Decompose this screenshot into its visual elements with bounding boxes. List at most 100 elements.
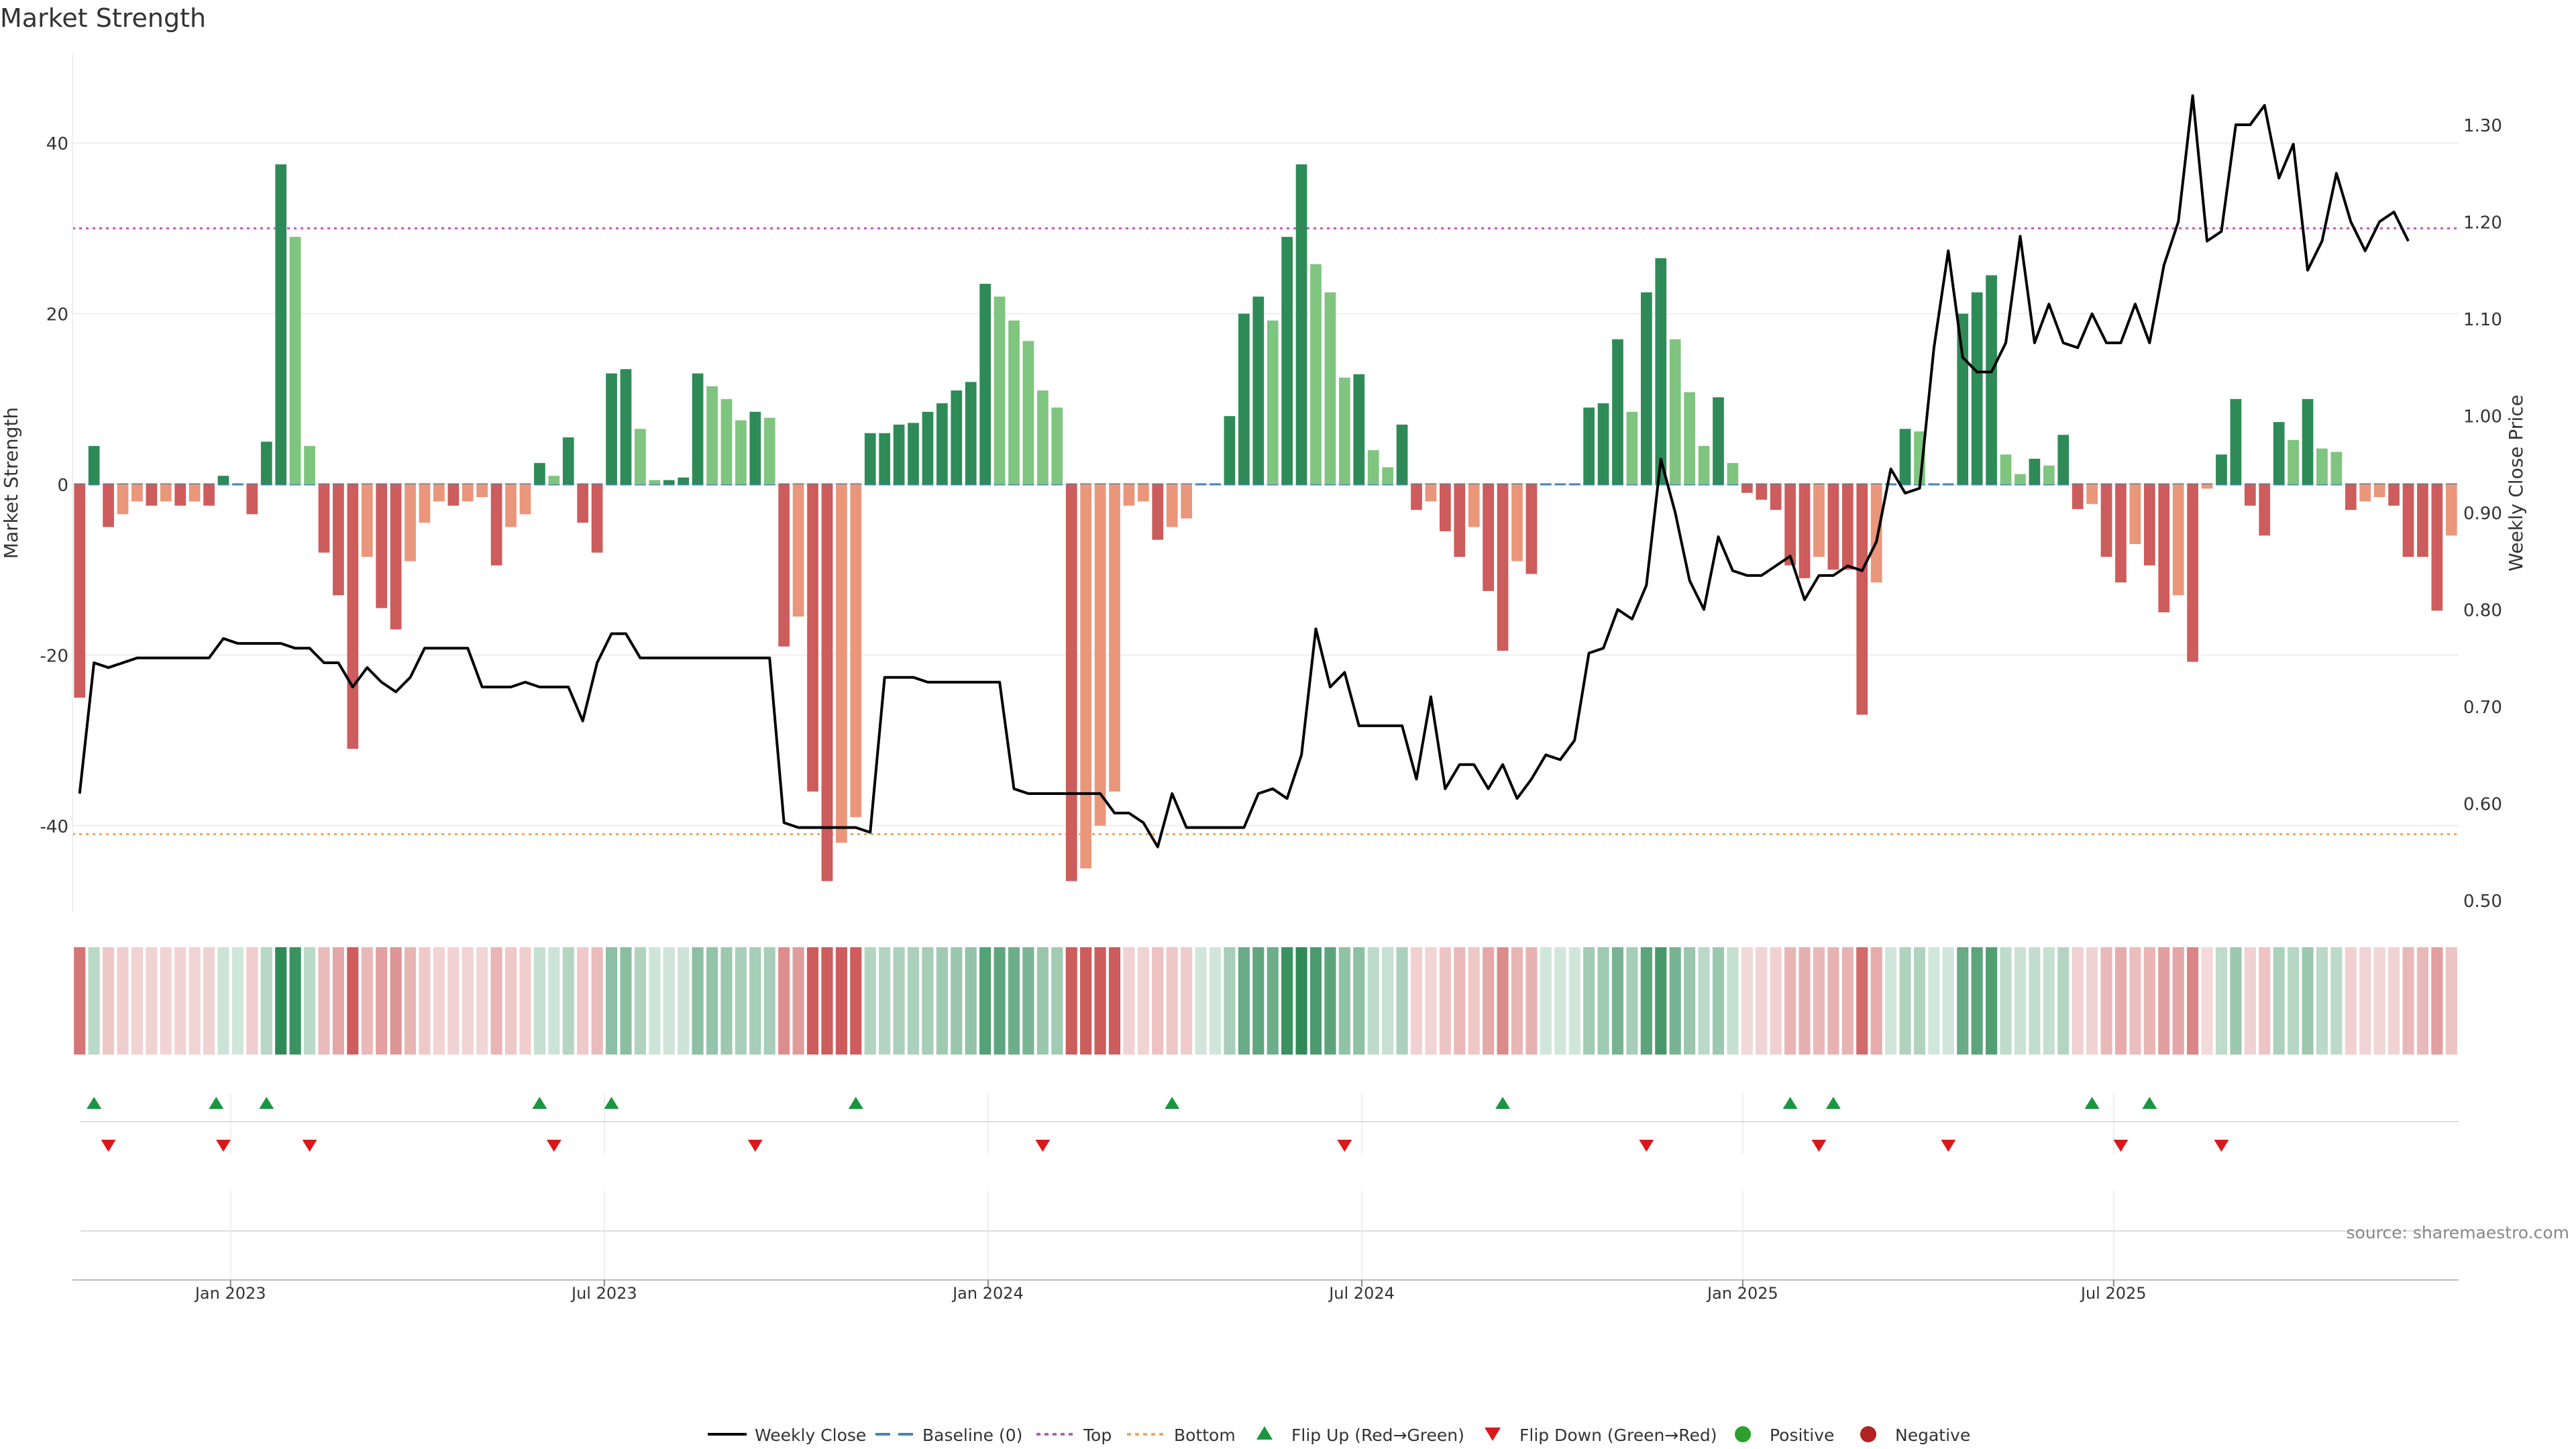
heat-cell xyxy=(2359,947,2371,1055)
heat-cell xyxy=(706,947,718,1055)
strength-bar xyxy=(2373,484,2385,498)
strength-bar xyxy=(2029,458,2041,484)
strength-bar xyxy=(1483,484,1494,591)
heat-cell xyxy=(2259,947,2271,1055)
strength-bar xyxy=(1367,450,1379,484)
strength-bar xyxy=(951,390,963,484)
heat-cell xyxy=(217,947,229,1055)
heat-cell xyxy=(88,947,100,1055)
heat-cell xyxy=(2230,947,2242,1055)
strength-bar xyxy=(1684,392,1695,484)
strength-bar xyxy=(1626,411,1638,484)
strength-bar xyxy=(419,484,431,523)
heat-cell xyxy=(634,947,646,1055)
strength-bar xyxy=(2244,484,2256,506)
heat-cell xyxy=(131,947,143,1055)
strength-bar xyxy=(994,297,1006,484)
strength-bar xyxy=(189,484,201,502)
strength-bar xyxy=(2316,448,2328,484)
strength-bar xyxy=(2259,484,2271,536)
heat-cell xyxy=(419,947,431,1055)
strength-bar xyxy=(1511,484,1523,561)
heat-cell xyxy=(1036,947,1049,1055)
strength-bar xyxy=(1267,320,1279,484)
heat-cell xyxy=(231,947,244,1055)
strength-bar xyxy=(1123,484,1135,506)
strength-bar xyxy=(2158,484,2170,612)
flip-up-marker xyxy=(532,1097,547,1109)
weekly-close-line xyxy=(78,94,2410,849)
heat-cell xyxy=(1784,947,1796,1055)
heat-cell xyxy=(189,947,201,1055)
heat-cell xyxy=(1756,947,1768,1055)
strength-bar xyxy=(1295,164,1307,484)
strength-bar xyxy=(347,484,359,749)
heat-cell xyxy=(2302,947,2314,1055)
legend-flip-up-icon xyxy=(1256,1426,1273,1440)
heat-cell xyxy=(1885,947,1897,1055)
reference-lines xyxy=(72,227,2459,836)
heat-cell xyxy=(2273,947,2285,1055)
strength-bar xyxy=(1727,463,1739,484)
heat-cell xyxy=(1957,947,1969,1055)
flip-up-marker xyxy=(259,1097,274,1109)
heat-cell xyxy=(2029,947,2041,1055)
heat-cell xyxy=(533,947,545,1055)
strength-bar xyxy=(2015,474,2026,484)
strength-bar xyxy=(275,164,287,484)
heat-cell xyxy=(620,947,632,1055)
strength-bar xyxy=(1799,484,1811,578)
strength-bar xyxy=(203,484,215,506)
heat-cell xyxy=(1986,947,1998,1055)
heat-cell xyxy=(1295,947,1307,1055)
flip-up-marker xyxy=(1165,1097,1180,1109)
strength-bar xyxy=(2187,484,2198,662)
heat-cell xyxy=(763,947,775,1055)
strength-heat-strip xyxy=(74,947,2457,1055)
heat-cell xyxy=(2000,947,2012,1055)
heat-cell xyxy=(1051,947,1063,1055)
strength-bar xyxy=(2402,484,2414,557)
heat-cell xyxy=(792,947,804,1055)
strength-bar xyxy=(836,484,847,843)
strength-bar xyxy=(490,484,502,566)
strength-bar xyxy=(2100,484,2112,557)
heat-cell xyxy=(74,947,86,1055)
strength-bar xyxy=(2057,435,2070,484)
strength-bar xyxy=(1713,397,1724,484)
heat-cell xyxy=(1224,947,1236,1055)
strength-bar xyxy=(965,382,977,484)
flip-up-marker xyxy=(2084,1097,2100,1109)
strength-bar xyxy=(678,477,690,484)
strength-bar xyxy=(74,484,86,698)
heat-cell xyxy=(1971,947,1983,1055)
heat-cell xyxy=(907,947,920,1055)
heat-cell xyxy=(289,947,301,1055)
heat-cell xyxy=(1483,947,1495,1055)
strength-bar xyxy=(304,445,315,484)
heat-cell xyxy=(1195,947,1207,1055)
heat-cell xyxy=(246,947,258,1055)
strength-bar xyxy=(361,484,373,557)
x-tick-label: Jan 2025 xyxy=(1706,1284,1778,1303)
heat-cell xyxy=(2158,947,2170,1055)
legend-dot-icon xyxy=(1860,1426,1876,1442)
heat-cell xyxy=(591,947,603,1055)
heat-cell xyxy=(1684,947,1696,1055)
strength-bar xyxy=(1525,484,1538,574)
legend-label: Flip Down (Green→Red) xyxy=(1519,1426,1717,1445)
heat-cell xyxy=(1928,947,1940,1055)
strength-bar xyxy=(1181,484,1193,519)
strength-bar xyxy=(1497,484,1509,651)
strength-bar xyxy=(146,484,158,506)
heat-cell xyxy=(1770,947,1782,1055)
heat-cell xyxy=(1913,947,1926,1055)
heat-cell xyxy=(821,947,833,1055)
strength-bar xyxy=(1741,484,1753,493)
heat-cell xyxy=(1712,947,1725,1055)
heat-cell xyxy=(2057,947,2070,1055)
heat-cell xyxy=(1583,947,1595,1055)
heat-cell xyxy=(1137,947,1149,1055)
strength-bar xyxy=(1281,237,1293,484)
heat-cell xyxy=(649,947,661,1055)
